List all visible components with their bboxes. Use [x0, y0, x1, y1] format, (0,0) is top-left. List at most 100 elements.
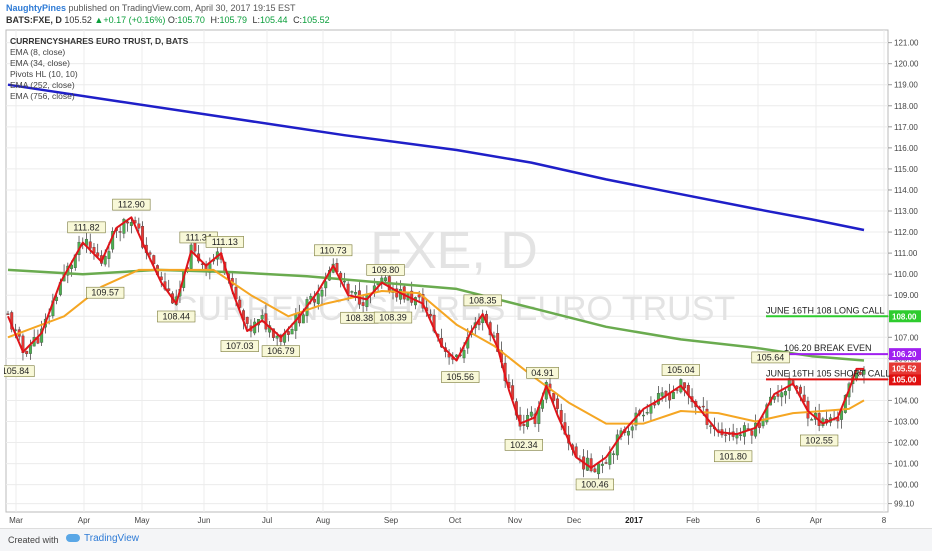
candle-body: [597, 463, 601, 475]
pivot-box: [314, 244, 353, 257]
x-tick-label: 2017: [625, 516, 643, 525]
chart-area[interactable]: 99.10 100.00 101.00 102.00 103.00 104.00 105.0…: [0, 28, 928, 528]
price-chart[interactable]: 99.10 100.00 101.00 102.00 103.00 104.00 105.0…: [0, 28, 928, 528]
candle-body: [649, 405, 653, 414]
candle-body: [556, 398, 559, 409]
y-tick-label: 116.00: [894, 144, 918, 153]
candle-body: [765, 404, 769, 423]
indicator-legend: CURRENCYSHARES EURO TRUST, D, BATS EMA (…: [10, 36, 188, 102]
pivot-box: [463, 294, 502, 307]
y-tick-label: 114.00: [894, 186, 918, 195]
candle-body: [671, 392, 675, 400]
pivot-label: 108.35: [469, 295, 497, 305]
candle-body: [784, 391, 787, 396]
ema-8-line: [7, 216, 864, 469]
pivot-box: [661, 364, 700, 376]
candle-body: [593, 468, 597, 473]
candle-body: [365, 293, 369, 308]
pivot-box: [205, 236, 244, 248]
pivot-box: [157, 310, 196, 323]
price-badge: [889, 310, 921, 323]
candle-body: [380, 277, 384, 282]
candle-body: [395, 288, 399, 298]
y-tick-label: 113.00: [894, 207, 918, 216]
candle-body: [354, 292, 358, 295]
x-tick-label: Feb: [686, 516, 700, 525]
x-tick-label: Nov: [508, 516, 522, 525]
price-axis: 99.10 100.00 101.00 102.00 103.00 104.00 105.0…: [888, 39, 919, 509]
pivot-label: 108.39: [379, 313, 407, 323]
pivot-label: 108.38: [346, 313, 374, 323]
pivot-label: 107.03: [226, 341, 254, 351]
candle-body: [780, 392, 784, 398]
symbol: BATS:FXE, D: [6, 15, 62, 25]
candle-body: [316, 293, 320, 304]
legend-ema756[interactable]: EMA (756, close): [10, 91, 75, 101]
low-label: L:: [252, 15, 261, 25]
legend-ema8[interactable]: EMA (8, close): [10, 47, 66, 57]
y-tick-label: 112.00: [894, 228, 918, 237]
x-tick-label: Apr: [810, 516, 823, 525]
price-change: +0.17 (+0.16%): [103, 15, 166, 25]
short-call-label: JUNE 16TH 105 SHORT CALL: [766, 368, 890, 378]
candle-body: [361, 302, 365, 306]
candle-body: [858, 371, 862, 375]
time-axis: Mar Apr May Jun Jul Aug Sep Oct Nov Dec 2017 Feb 6 Ap…: [9, 516, 887, 525]
price-badges: 108.00 106.20 105.00 105.52: [889, 310, 921, 386]
y-tick-label: 110.00: [894, 270, 918, 279]
candle-body: [290, 329, 294, 335]
candle-body: [137, 223, 141, 229]
pivot-label: 100.46: [581, 479, 609, 489]
candle-body: [750, 430, 754, 436]
candle-body: [129, 222, 133, 226]
candle-body: [313, 299, 316, 303]
candle-body: [462, 350, 466, 359]
candle-body: [350, 291, 354, 293]
candle-body: [529, 411, 533, 417]
publish-header: NaughtyPines published on TradingView.co…: [6, 3, 296, 13]
break-even-label: 106.20 BREAK EVEN: [784, 343, 872, 353]
y-tick-label: 119.00: [894, 81, 918, 90]
pivot-label: 102.34: [510, 440, 538, 450]
candle-body: [428, 313, 432, 317]
candle-body: [152, 255, 156, 265]
x-tick-label: 6: [756, 516, 761, 525]
candle-body: [802, 394, 806, 402]
legend-pivots[interactable]: Pivots HL (10, 10): [10, 69, 78, 79]
last-price: 105.52: [64, 15, 92, 25]
pivot-box: [714, 450, 753, 463]
candle-body: [384, 277, 387, 282]
pivot-label: 106.79: [267, 346, 295, 356]
y-tick-label: 115.00: [894, 165, 918, 174]
candle-body: [88, 241, 92, 249]
pivot-label: 102.55: [805, 435, 833, 445]
candle-body: [552, 392, 556, 401]
pivot-label: 111.82: [73, 222, 99, 232]
candle-body: [660, 392, 664, 397]
y-tick-label: 101.00: [894, 460, 919, 469]
pivot-label: 110.73: [320, 245, 347, 255]
pivot-label: 105.84: [4, 366, 29, 376]
legend-ema252[interactable]: EMA (252, close): [10, 80, 75, 90]
quote-header: BATS:FXE, D 105.52 ▲+0.17 (+0.16%) O:105…: [6, 15, 333, 25]
x-tick-label: Mar: [9, 516, 23, 525]
pivot-label: 105.04: [667, 365, 695, 375]
author-name[interactable]: NaughtyPines: [6, 3, 67, 13]
last-price-badge-text: 105.52: [892, 364, 917, 373]
x-tick-label: 8: [882, 516, 887, 525]
candle-body: [271, 328, 275, 338]
legend-ema34[interactable]: EMA (34, close): [10, 58, 70, 68]
pivot-label: 105.64: [757, 352, 785, 362]
candle-body: [604, 462, 608, 464]
open-value: 105.70: [177, 15, 205, 25]
candle-body: [320, 289, 324, 297]
candle-body: [683, 382, 687, 389]
candle-body: [615, 434, 619, 456]
pivot-box: [526, 366, 559, 379]
open-label: O:: [167, 15, 178, 25]
tradingview-link[interactable]: TradingView: [66, 533, 139, 544]
candle-body: [238, 299, 242, 308]
candle-body: [279, 334, 283, 342]
candle-body: [126, 221, 130, 224]
candle-body: [739, 434, 743, 436]
